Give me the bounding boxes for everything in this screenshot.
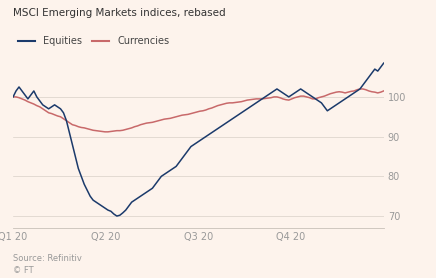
Currencies <box>10 95 16 99</box>
Legend: Equities, Currencies: Equities, Currencies <box>18 36 169 46</box>
Currencies <box>259 97 265 101</box>
Equities <box>34 95 39 99</box>
Line: Currencies: Currencies <box>13 89 384 132</box>
Currencies <box>242 99 247 103</box>
Line: Equities: Equities <box>13 63 384 216</box>
Equities <box>106 208 111 212</box>
Equities <box>233 115 238 118</box>
Equities <box>381 61 386 65</box>
Currencies <box>233 101 238 104</box>
Equities <box>114 214 119 218</box>
Currencies <box>34 104 39 107</box>
Equities <box>242 109 247 113</box>
Equities <box>259 97 265 101</box>
Equities <box>188 145 194 148</box>
Text: MSCI Emerging Markets indices, rebased: MSCI Emerging Markets indices, rebased <box>13 8 226 18</box>
Currencies <box>381 89 386 93</box>
Text: Source: Refinitiv
© FT: Source: Refinitiv © FT <box>13 254 82 275</box>
Currencies <box>188 112 194 115</box>
Currencies <box>108 130 113 133</box>
Currencies <box>358 87 363 91</box>
Equities <box>10 95 16 99</box>
Currencies <box>102 130 108 133</box>
